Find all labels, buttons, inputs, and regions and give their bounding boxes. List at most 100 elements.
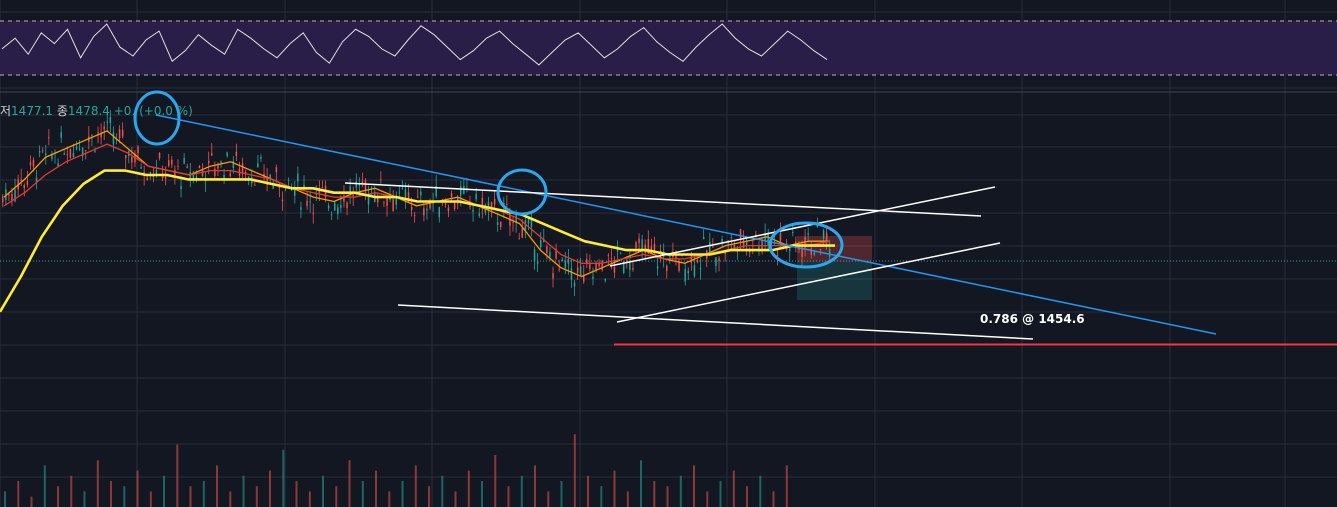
candle-body — [564, 260, 567, 268]
candle-body — [229, 173, 231, 177]
volume-bar — [706, 491, 709, 507]
candle-body — [687, 270, 689, 273]
candle-body — [146, 177, 148, 181]
candle-body — [334, 202, 336, 211]
candle-body — [819, 249, 822, 250]
oscillator-band — [0, 21, 1337, 75]
candle-body — [466, 188, 468, 189]
candle-body — [155, 170, 158, 174]
candle-body — [201, 170, 204, 176]
descending-trendline — [155, 114, 1217, 335]
candle-body — [72, 153, 75, 157]
candle-body — [232, 161, 235, 168]
volume-bar — [441, 475, 444, 507]
candle-body — [81, 148, 84, 157]
candle-body — [78, 148, 81, 150]
candle-body — [822, 230, 825, 239]
candle-body — [355, 181, 357, 188]
candle-body — [789, 248, 791, 251]
volume-bar — [17, 481, 20, 507]
candle-body — [506, 203, 508, 205]
candle-body — [318, 189, 321, 193]
candle-body — [702, 236, 705, 240]
candle-body — [426, 208, 428, 211]
candle-body — [632, 268, 634, 270]
candle-body — [103, 126, 105, 130]
candle-body — [275, 167, 278, 173]
candle-body — [343, 195, 345, 202]
channel-lower-line — [616, 242, 1001, 323]
candle-body — [432, 203, 434, 204]
candle-body — [487, 202, 490, 211]
candle-body — [121, 129, 124, 137]
candle-body — [38, 150, 41, 153]
volume-bar — [573, 434, 576, 507]
volume-bar — [269, 470, 271, 507]
candle-body — [647, 239, 650, 251]
volume-bar — [732, 470, 735, 507]
candle-body — [555, 248, 557, 259]
volume-bar — [547, 491, 550, 507]
volume-bar — [746, 486, 748, 507]
candle-body — [149, 172, 152, 174]
volume-bar — [70, 475, 73, 507]
candle-body — [361, 181, 364, 184]
volume-bar — [255, 486, 258, 507]
candle-body — [438, 207, 440, 218]
change-value: +0. — [113, 104, 136, 118]
drawing-tools[interactable] — [133, 90, 1337, 346]
candle-body — [558, 268, 560, 270]
candle-body — [460, 186, 462, 196]
candle-body — [638, 238, 640, 244]
candle-body — [297, 173, 299, 182]
candle-body — [337, 207, 339, 214]
volume-bar — [295, 481, 298, 507]
candle-body — [401, 188, 404, 189]
volume-bar — [494, 455, 497, 507]
ohlc-legend: 저1477.1 종1478.4 +0. (+0.0 %) — [0, 102, 193, 119]
candle-body — [825, 232, 828, 243]
volume-bar — [679, 475, 682, 507]
candle-body — [2, 196, 4, 203]
ema-long-line — [0, 169, 835, 313]
candle-body — [749, 251, 751, 253]
candle-body — [576, 267, 579, 273]
volume-bar — [666, 486, 669, 507]
candle-body — [718, 258, 720, 262]
volume-bar — [693, 465, 695, 507]
candle-body — [254, 184, 256, 186]
candle-body — [260, 156, 262, 159]
candle-body — [20, 179, 22, 182]
candle-body — [140, 167, 142, 169]
volume-bar — [335, 486, 338, 507]
candle-body — [533, 249, 536, 262]
candle-body — [653, 243, 656, 253]
volume-bar — [189, 486, 192, 507]
change-percent: (+0.0 %) — [139, 104, 193, 118]
candle-body — [527, 219, 530, 224]
candle-body — [257, 163, 259, 167]
candle-body — [540, 240, 542, 248]
candle-body — [404, 189, 407, 199]
candle-body — [97, 132, 99, 134]
candle-body — [8, 193, 10, 196]
candle-body — [42, 150, 44, 152]
low-value: 1477.1 — [11, 104, 54, 118]
candle-body — [524, 220, 527, 231]
candle-body — [536, 261, 539, 264]
candle-body — [607, 255, 610, 257]
volume-bar — [242, 475, 245, 507]
oscillator-line — [1, 23, 828, 66]
candle-body — [641, 239, 643, 250]
candle-body — [586, 259, 588, 265]
candle-body — [100, 133, 102, 138]
candle-body — [552, 273, 554, 279]
candle-body — [512, 222, 514, 224]
candle-body — [330, 214, 333, 216]
volume-bar — [110, 481, 112, 507]
candle-body — [23, 185, 25, 188]
candle-body — [712, 246, 714, 248]
volume-bar — [481, 481, 483, 507]
volume-bar — [136, 470, 139, 507]
